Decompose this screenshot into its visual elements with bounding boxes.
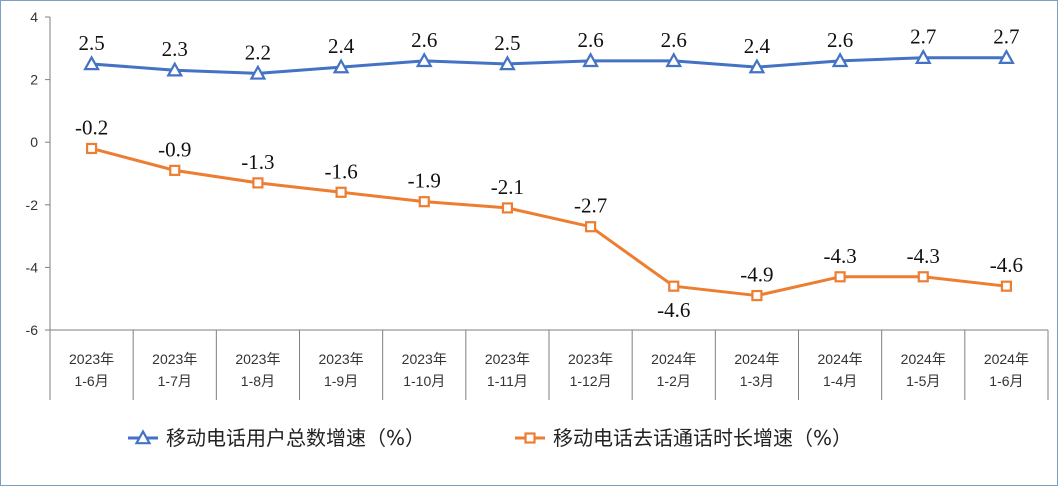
series-markers: [83, 48, 1015, 302]
data-label: 2.2: [245, 40, 271, 64]
x-tick-label: 2023年: [235, 351, 280, 367]
series-1-point: [998, 48, 1015, 64]
x-tick-label: 2024年: [734, 351, 779, 367]
data-label: 2.6: [827, 28, 853, 52]
x-tick-label: 1-10月: [403, 373, 445, 389]
x-tick-labels: 2023年 1-6月 2023年 1-7月 2023年 1-8月 2023年 1-9月 2023…: [69, 351, 1029, 389]
data-label: -1.6: [324, 159, 357, 183]
series-2-point: [85, 142, 98, 155]
data-label: -4.3: [907, 244, 940, 268]
data-label: -0.2: [75, 115, 108, 139]
data-label: -1.9: [408, 169, 441, 193]
series-1-point: [415, 52, 433, 68]
legend: 移动电话用户总数增速（%） 移动电话去话通话时长增速（%）: [128, 426, 852, 450]
x-tick-label: 1-2月: [657, 373, 691, 389]
series-2-point: [917, 271, 929, 283]
data-label: -4.9: [740, 263, 773, 287]
square-marker-icon: [524, 432, 536, 444]
data-label: 2.6: [661, 28, 687, 52]
data-label: 2.6: [411, 28, 437, 52]
x-tick-label: 1-3月: [740, 373, 774, 389]
x-tick-label: 2023年: [485, 351, 530, 367]
data-label: 2.5: [78, 31, 104, 55]
data-label: 2.5: [494, 31, 520, 55]
series-2-point: [751, 289, 763, 302]
series-1-point: [831, 52, 849, 68]
y-tick-label: -6: [26, 322, 39, 338]
x-tick-label: 2023年: [69, 351, 114, 367]
series-1-point: [582, 52, 599, 68]
series-1-point: [332, 58, 350, 74]
x-tick-label: 2023年: [319, 351, 364, 367]
legend-label-1: 移动电话用户总数增速（%）: [166, 426, 425, 450]
series-2-point: [169, 164, 181, 176]
y-tick-label: 2: [30, 72, 38, 88]
series-2-point: [834, 271, 846, 283]
data-label: -4.6: [657, 298, 690, 322]
series-2-point: [252, 177, 264, 189]
series-1-point: [665, 52, 683, 68]
x-tick-label: 1-6月: [989, 373, 1023, 389]
data-label: 2.6: [577, 28, 603, 52]
x-tick-label: 1-8月: [241, 373, 275, 389]
x-tick-label: 2024年: [818, 351, 863, 367]
legend-label-2: 移动电话去话通话时长增速（%）: [553, 426, 852, 450]
series-line-2: [91, 147, 1007, 298]
data-label: 2.7: [993, 25, 1019, 49]
series-1-point: [499, 55, 516, 71]
series-1-point: [249, 64, 267, 80]
y-tick-labels: 4 2 0 -2 -4 -6: [26, 9, 39, 338]
series-lines: [91, 56, 1007, 298]
data-label: -4.3: [823, 244, 856, 268]
x-tick-label: 1-7月: [158, 373, 192, 389]
x-tick-label: 2023年: [568, 351, 613, 367]
data-label: 2.4: [744, 34, 771, 58]
series-2-point: [418, 196, 430, 208]
series-1-point: [83, 55, 100, 71]
data-label: -2.7: [574, 194, 607, 218]
x-tick-label: 1-5月: [906, 373, 940, 389]
series-2-point: [668, 280, 680, 292]
data-label: 2.4: [328, 34, 355, 58]
data-label: -1.3: [241, 150, 274, 174]
x-tick-label: 2024年: [901, 351, 946, 367]
y-tick-label: 0: [30, 134, 38, 150]
x-tick-label: 1-9月: [324, 373, 358, 389]
x-tick-label: 2023年: [402, 351, 447, 367]
data-label: 2.3: [162, 37, 188, 61]
x-tick-label: 1-12月: [570, 373, 612, 389]
series-1-point: [914, 48, 932, 64]
x-tick-label: 2024年: [984, 351, 1029, 367]
data-label: -4.6: [990, 253, 1023, 277]
data-label: -0.9: [158, 137, 191, 161]
data-label: -2.1: [491, 175, 524, 199]
axes: [45, 16, 1049, 400]
series-2-point: [335, 186, 347, 198]
y-tick-label: -2: [26, 197, 39, 213]
series-2-point: [1000, 280, 1013, 292]
x-tick-label: 2024年: [651, 351, 696, 367]
series-line-1: [91, 56, 1007, 75]
x-tick-label: 2023年: [152, 351, 197, 367]
x-tick-label: 1-6月: [74, 373, 108, 389]
series-2-point: [501, 202, 514, 214]
x-tick-label: 1-11月: [487, 373, 528, 389]
triangle-marker-icon: [134, 429, 152, 445]
series-2-point: [584, 221, 597, 233]
y-tick-label: 4: [30, 9, 38, 25]
series-1-point: [166, 61, 184, 77]
data-labels: 2.5 2.3 2.2 2.4 2.6 2.5 2.6 2.6 2.4 2.6 2.7 2.7 -0.2…: [75, 25, 1023, 322]
y-tick-label: -4: [26, 259, 39, 275]
series-1-point: [748, 58, 766, 74]
data-label: 2.7: [910, 25, 936, 49]
x-tick-label: 1-4月: [823, 373, 857, 389]
